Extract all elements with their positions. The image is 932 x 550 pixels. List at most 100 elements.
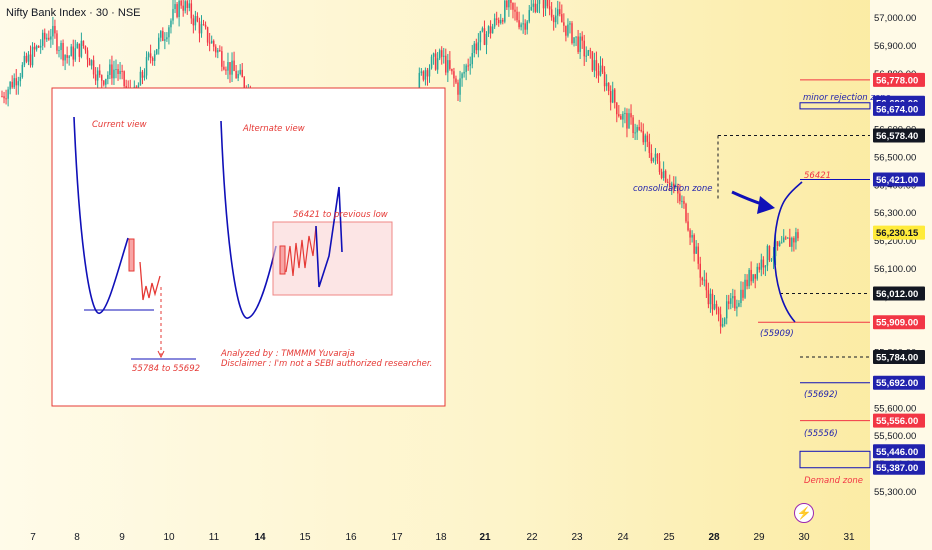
candle-body bbox=[60, 42, 62, 51]
demand-zone-label: Demand zone bbox=[804, 476, 863, 486]
candle-body bbox=[530, 6, 533, 11]
candle-body bbox=[233, 60, 235, 72]
candle-body bbox=[601, 65, 604, 72]
x-tick-label: 29 bbox=[753, 532, 765, 543]
candle-body bbox=[528, 10, 530, 22]
candle-body bbox=[642, 131, 644, 143]
price-badge bbox=[873, 128, 925, 143]
candle-body bbox=[746, 279, 748, 287]
candle-body bbox=[679, 193, 681, 202]
candle-body bbox=[176, 4, 178, 18]
candle-body bbox=[791, 238, 793, 247]
candle-body bbox=[149, 53, 152, 58]
candle-body bbox=[428, 68, 431, 77]
candle-body bbox=[182, 5, 184, 11]
candle-body bbox=[125, 86, 127, 89]
candle-body bbox=[797, 232, 799, 239]
candle-body bbox=[593, 60, 596, 71]
candle-body bbox=[37, 46, 40, 48]
candle-body bbox=[420, 71, 423, 73]
current-view-chop bbox=[139, 261, 161, 301]
candle-body bbox=[227, 62, 229, 71]
candle-body bbox=[432, 53, 435, 57]
candle-body bbox=[41, 32, 44, 46]
consolidation-arrow-head bbox=[757, 196, 775, 214]
y-tick-label: 56,200.00 bbox=[874, 236, 916, 247]
candle-body bbox=[192, 18, 195, 26]
candle-body bbox=[145, 57, 148, 76]
candle-body bbox=[717, 308, 720, 315]
candle-body bbox=[754, 274, 756, 279]
price-badge bbox=[873, 225, 925, 240]
candle-body bbox=[147, 53, 150, 58]
candle-body bbox=[595, 60, 598, 72]
candle-body bbox=[44, 32, 46, 40]
candle-body bbox=[772, 256, 775, 260]
candle-body bbox=[46, 37, 48, 40]
candle-body bbox=[766, 245, 769, 266]
candle-body bbox=[424, 70, 427, 80]
candle-body bbox=[603, 71, 606, 87]
candle-body bbox=[664, 170, 667, 182]
disclaimer-label: Disclaimer : I'm not a SEBI authorized r… bbox=[221, 359, 432, 369]
candle-body bbox=[223, 66, 225, 70]
candle-body bbox=[27, 54, 30, 62]
candle-body bbox=[447, 60, 449, 73]
candle-body bbox=[630, 113, 632, 118]
candle-body bbox=[579, 36, 581, 52]
candle-body bbox=[90, 60, 93, 66]
candle-body bbox=[504, 0, 506, 22]
candle-body bbox=[50, 36, 52, 40]
candle-body bbox=[17, 81, 20, 86]
candle-body bbox=[430, 56, 433, 69]
candle-body bbox=[52, 25, 54, 37]
candle-body bbox=[723, 318, 726, 324]
minor-rejection-label: minor rejection zone bbox=[803, 93, 891, 103]
candle-body bbox=[748, 269, 750, 287]
candle-body bbox=[184, 1, 186, 11]
candle-body bbox=[231, 60, 233, 75]
candle-body bbox=[196, 16, 199, 22]
current-view-candle bbox=[128, 238, 135, 272]
candle-body bbox=[139, 71, 142, 86]
alternate-view-label: Alternate view bbox=[242, 124, 305, 134]
candle-body bbox=[489, 26, 492, 34]
candle-body bbox=[483, 28, 486, 45]
price-badge-label: 56,230.15 bbox=[876, 228, 919, 239]
candle-body bbox=[756, 266, 758, 279]
candle-body bbox=[618, 114, 620, 117]
candle-body bbox=[35, 46, 38, 50]
candle-body bbox=[121, 70, 123, 72]
candle-body bbox=[703, 279, 706, 281]
price-badge-label: 56,012.00 bbox=[876, 289, 918, 300]
candle-body bbox=[780, 242, 783, 244]
candle-body bbox=[581, 36, 583, 41]
candle-body bbox=[577, 36, 579, 52]
level-56421-label: 56421 bbox=[804, 171, 831, 181]
y-tick-label: 55,500.00 bbox=[874, 431, 916, 442]
candle-body bbox=[210, 40, 213, 44]
candle-body bbox=[591, 51, 594, 71]
candle-body bbox=[620, 116, 622, 120]
flash-icon[interactable]: ⚡ bbox=[794, 503, 814, 523]
candle-body bbox=[616, 102, 618, 115]
candle-body bbox=[709, 293, 712, 305]
candle-body bbox=[426, 70, 429, 77]
candle-body bbox=[237, 74, 239, 79]
candle-body bbox=[243, 77, 245, 88]
candle-body bbox=[662, 170, 665, 178]
candle-body bbox=[74, 48, 77, 60]
price-badge-label: 55,446.00 bbox=[876, 447, 918, 458]
demand-zone bbox=[799, 450, 871, 469]
symbol-title[interactable]: Nifty Bank Index · 30 · NSE bbox=[6, 7, 141, 19]
candle-body bbox=[699, 263, 701, 278]
candle-body bbox=[119, 70, 121, 75]
candle-body bbox=[736, 306, 738, 309]
candle-body bbox=[764, 265, 767, 268]
candle-body bbox=[730, 298, 732, 304]
candle-body bbox=[78, 43, 81, 57]
candle-body bbox=[636, 126, 638, 133]
candle-body bbox=[495, 18, 498, 20]
